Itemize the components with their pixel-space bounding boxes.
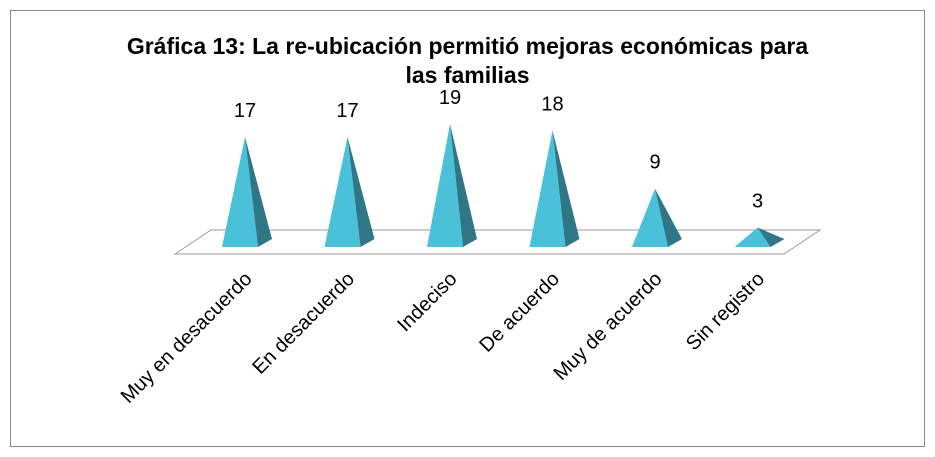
pyramid-side bbox=[655, 188, 682, 247]
pyramid-front bbox=[427, 124, 463, 247]
pyramid-front bbox=[324, 136, 361, 247]
pyramid bbox=[529, 130, 580, 247]
value-label: 3 bbox=[752, 191, 763, 213]
pyramid bbox=[222, 136, 272, 247]
pyramid bbox=[734, 227, 785, 247]
pyramid-front bbox=[222, 136, 258, 247]
pyramid bbox=[632, 188, 682, 247]
pyramid-side bbox=[552, 130, 580, 247]
floor bbox=[173, 229, 822, 255]
pyramid-side bbox=[450, 124, 477, 247]
pyramid-side bbox=[347, 136, 375, 247]
chart-title: Gráfica 13: La re-ubicación permitió mej… bbox=[126, 33, 809, 88]
value-label: 18 bbox=[541, 93, 563, 115]
value-label: 19 bbox=[439, 87, 461, 109]
pyramid bbox=[324, 136, 375, 247]
pyramid-side bbox=[757, 227, 785, 247]
value-label: 17 bbox=[234, 100, 256, 122]
value-label: 17 bbox=[336, 100, 358, 122]
value-label: 9 bbox=[649, 152, 660, 174]
pyramid bbox=[427, 124, 477, 247]
pyramid-front bbox=[734, 227, 771, 247]
pyramid-front bbox=[632, 188, 668, 247]
pyramid-side bbox=[245, 136, 272, 247]
pyramid-front bbox=[529, 130, 566, 247]
